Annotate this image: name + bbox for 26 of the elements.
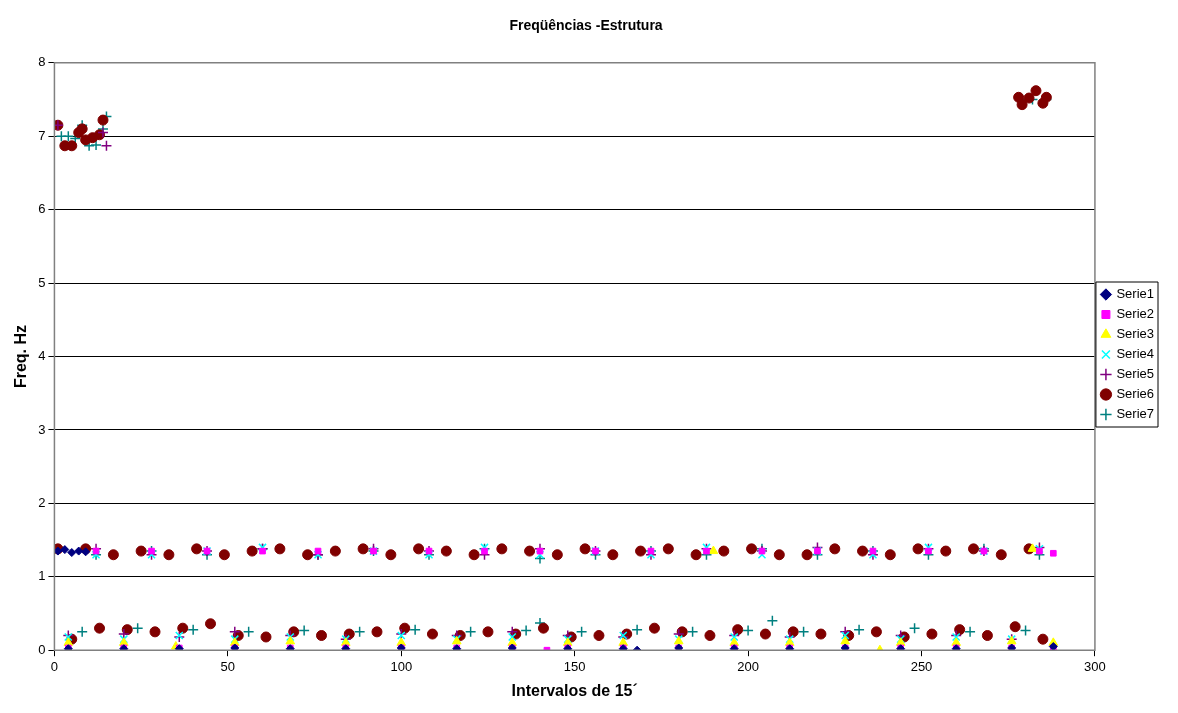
- y-tick-label: 6: [38, 201, 46, 217]
- y-tick-label: 0: [38, 641, 46, 657]
- chart-title: Freqüências -Estrutura: [509, 17, 663, 34]
- y-tick-label: 2: [38, 494, 46, 510]
- y-tick-label: 4: [38, 348, 46, 364]
- x-tick-label: 150: [563, 658, 586, 674]
- legend-label: Serie7: [1116, 406, 1154, 422]
- legend-label: Serie5: [1116, 366, 1154, 382]
- legend-label: Serie2: [1116, 306, 1154, 322]
- x-tick-label: 100: [390, 658, 413, 674]
- legend-label: Serie6: [1116, 386, 1154, 402]
- legend-label: Serie4: [1116, 346, 1154, 362]
- x-tick-label: 0: [50, 658, 59, 674]
- x-tick-label: 250: [910, 658, 933, 674]
- x-tick-label: 50: [220, 658, 236, 674]
- legend-label: Serie3: [1116, 326, 1154, 342]
- y-tick-label: 1: [38, 568, 46, 584]
- y-tick-label: 3: [38, 421, 46, 437]
- x-axis-title: Intervalos de 15´: [511, 681, 638, 699]
- x-tick-label: 300: [1084, 658, 1106, 674]
- y-tick-label: 8: [38, 54, 46, 70]
- y-axis-title: Freq. Hz: [12, 324, 30, 389]
- y-tick-label: 7: [38, 127, 46, 143]
- legend-label: Serie1: [1116, 286, 1154, 302]
- x-tick-label: 200: [737, 658, 759, 674]
- y-tick-label: 5: [38, 274, 46, 290]
